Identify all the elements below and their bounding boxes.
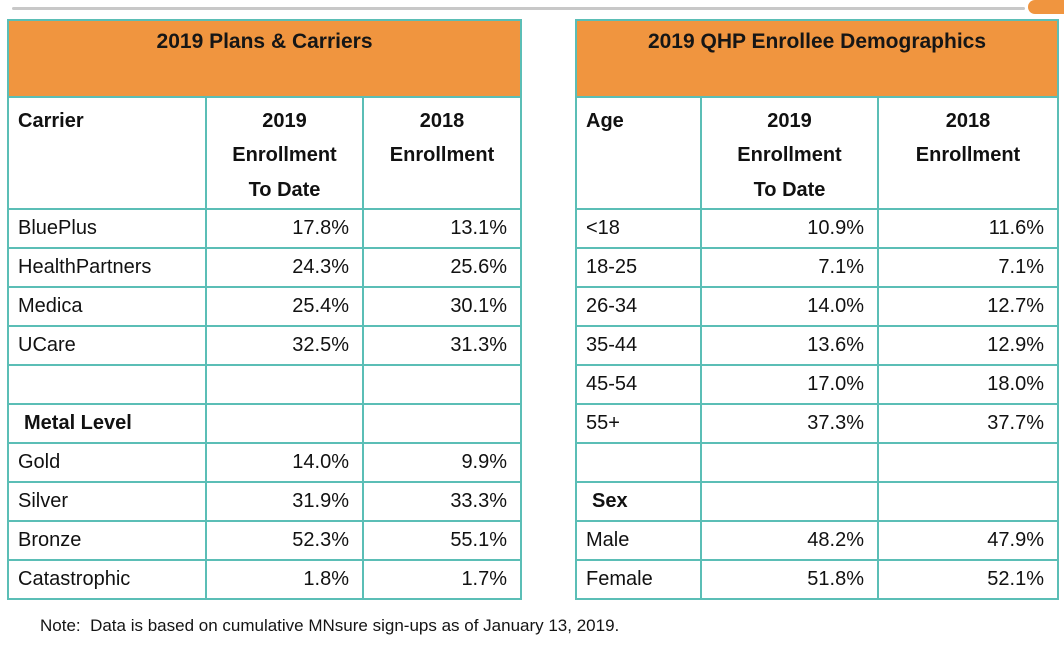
enrollment-2019-cell [700, 442, 879, 484]
enrollment-2018-cell: 25.6% [361, 247, 523, 289]
column-header-2018-enrollment: 2018 Enrollment [361, 95, 523, 211]
row-label-cell: Catastrophic [7, 559, 207, 601]
spacer-row [575, 442, 1059, 484]
enrollment-2019-cell: 14.0% [700, 286, 879, 328]
enrollment-2019-cell: 17.0% [700, 364, 879, 406]
enrollment-2019-cell: 7.1% [700, 247, 879, 289]
enrollment-2019-cell [205, 364, 364, 406]
column-header-age: Age [575, 95, 702, 211]
enrollment-2018-cell [361, 364, 523, 406]
table-row: Gold 14.0% 9.9% [7, 442, 523, 484]
enrollment-2019-cell: 24.3% [205, 247, 364, 289]
enrollment-2019-cell: 37.3% [700, 403, 879, 445]
enrollment-2019-cell: 32.5% [205, 325, 364, 367]
plans-carriers-column-header-row: Carrier 2019 Enrollment To Date 2018 Enr… [7, 95, 523, 211]
enrollment-2018-cell: 9.9% [361, 442, 523, 484]
enrollment-2018-cell [877, 442, 1059, 484]
row-label-cell: 55+ [575, 403, 702, 445]
enrollment-2019-cell: 52.3% [205, 520, 364, 562]
row-label-cell: 35-44 [575, 325, 702, 367]
enrollment-2018-cell: 30.1% [361, 286, 523, 328]
enrollment-2019-cell: 10.9% [700, 208, 879, 250]
row-label-cell: 26-34 [575, 286, 702, 328]
plans-carriers-title: 2019 Plans & Carriers [6, 19, 523, 98]
row-label-cell: Silver [7, 481, 207, 523]
enrollment-2019-cell: 51.8% [700, 559, 879, 601]
table-row: HealthPartners 24.3% 25.6% [7, 247, 523, 289]
row-label-cell [575, 442, 702, 484]
table-row: UCare 32.5% 31.3% [7, 325, 523, 367]
demographics-title-row: 2019 QHP Enrollee Demographics [575, 19, 1059, 98]
table-row: Male 48.2% 47.9% [575, 520, 1059, 562]
row-label-cell: BluePlus [7, 208, 207, 250]
demographics-table: 2019 QHP Enrollee Demographics Age 2019 … [575, 19, 1059, 601]
demographics-column-header-row: Age 2019 Enrollment To Date 2018 Enrollm… [575, 95, 1059, 211]
row-label-cell: UCare [7, 325, 207, 367]
demographics-title: 2019 QHP Enrollee Demographics [575, 19, 1059, 98]
top-divider-line [12, 7, 1025, 10]
enrollment-2019-cell: 13.6% [700, 325, 879, 367]
column-header-2018-enrollment: 2018 Enrollment [877, 95, 1059, 211]
enrollment-2019-cell: 25.4% [205, 286, 364, 328]
section-header-row: Metal Level [7, 403, 523, 445]
plans-carriers-title-row: 2019 Plans & Carriers [6, 19, 523, 98]
column-header-2019-enrollment-to-date: 2019 Enrollment To Date [205, 95, 364, 211]
table-row: 18-25 7.1% 7.1% [575, 247, 1059, 289]
enrollment-2018-cell: 37.7% [877, 403, 1059, 445]
table-row: 26-34 14.0% 12.7% [575, 286, 1059, 328]
enrollment-2018-cell: 31.3% [361, 325, 523, 367]
enrollment-2018-cell [877, 481, 1059, 523]
table-row: Catastrophic 1.8% 1.7% [7, 559, 523, 601]
demographics-rows: <18 10.9% 11.6% 18-25 7.1% 7.1% 26-34 14.0% 12.7… [575, 208, 1059, 601]
table-row: 55+ 37.3% 37.7% [575, 403, 1059, 445]
enrollment-2019-cell: 14.0% [205, 442, 364, 484]
section-header-row: Sex [575, 481, 1059, 523]
row-label-cell: Sex [575, 481, 702, 523]
enrollment-2018-cell: 12.7% [877, 286, 1059, 328]
table-row: Female 51.8% 52.1% [575, 559, 1059, 601]
table-row: Silver 31.9% 33.3% [7, 481, 523, 523]
row-label-cell: Bronze [7, 520, 207, 562]
table-row: Bronze 52.3% 55.1% [7, 520, 523, 562]
corner-accent-tab [1028, 0, 1064, 14]
row-label-cell: Gold [7, 442, 207, 484]
table-row: 45-54 17.0% 18.0% [575, 364, 1059, 406]
enrollment-2018-cell: 13.1% [361, 208, 523, 250]
row-label-cell: <18 [575, 208, 702, 250]
enrollment-2018-cell: 52.1% [877, 559, 1059, 601]
row-label-cell [7, 364, 207, 406]
enrollment-2018-cell [361, 403, 523, 445]
row-label-cell: Metal Level [7, 403, 207, 445]
column-header-carrier: Carrier [7, 95, 207, 211]
enrollment-2019-cell: 1.8% [205, 559, 364, 601]
enrollment-2018-cell: 33.3% [361, 481, 523, 523]
table-row: BluePlus 17.8% 13.1% [7, 208, 523, 250]
enrollment-2019-cell: 17.8% [205, 208, 364, 250]
spacer-row [7, 364, 523, 406]
enrollment-2018-cell: 1.7% [361, 559, 523, 601]
row-label-cell: HealthPartners [7, 247, 207, 289]
plans-carriers-table: 2019 Plans & Carriers Carrier 2019 Enrol… [6, 19, 523, 601]
enrollment-2019-cell [205, 403, 364, 445]
table-row: <18 10.9% 11.6% [575, 208, 1059, 250]
enrollment-2018-cell: 55.1% [361, 520, 523, 562]
enrollment-2018-cell: 11.6% [877, 208, 1059, 250]
row-label-cell: 45-54 [575, 364, 702, 406]
enrollment-2018-cell: 47.9% [877, 520, 1059, 562]
column-header-2019-enrollment-to-date: 2019 Enrollment To Date [700, 95, 879, 211]
enrollment-2019-cell [700, 481, 879, 523]
enrollment-2019-cell: 31.9% [205, 481, 364, 523]
enrollment-2018-cell: 12.9% [877, 325, 1059, 367]
row-label-cell: 18-25 [575, 247, 702, 289]
enrollment-2018-cell: 7.1% [877, 247, 1059, 289]
row-label-cell: Female [575, 559, 702, 601]
enrollment-2019-cell: 48.2% [700, 520, 879, 562]
table-row: 35-44 13.6% 12.9% [575, 325, 1059, 367]
plans-carriers-rows: BluePlus 17.8% 13.1% HealthPartners 24.3% 25.… [7, 208, 523, 601]
table-row: Medica 25.4% 30.1% [7, 286, 523, 328]
row-label-cell: Male [575, 520, 702, 562]
footnote: Note: Data is based on cumulative MNsure… [40, 616, 620, 635]
enrollment-2018-cell: 18.0% [877, 364, 1059, 406]
row-label-cell: Medica [7, 286, 207, 328]
